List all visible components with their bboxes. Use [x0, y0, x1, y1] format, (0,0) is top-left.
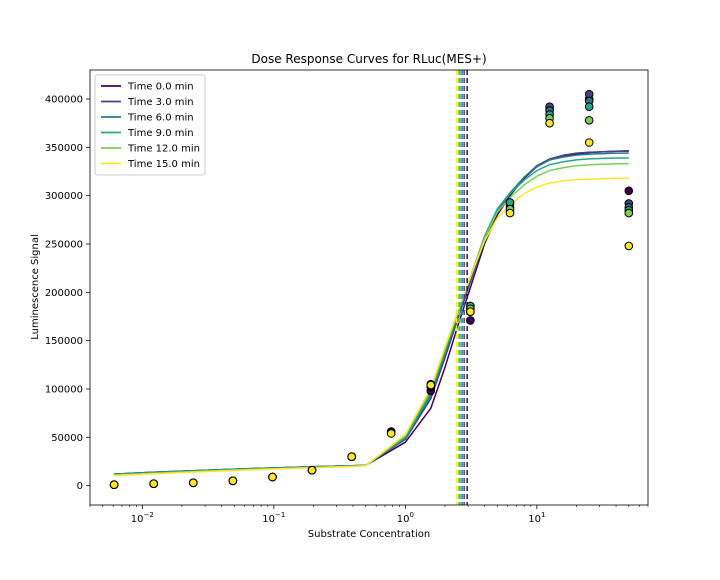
y-axis-label: Luminescence Signal: [30, 234, 41, 340]
data-point: [545, 118, 554, 128]
legend-label: Time 3.0 min: [127, 97, 194, 108]
fit-curve: [114, 177, 629, 477]
legend-box: [94, 74, 206, 176]
data-point: [466, 307, 475, 317]
data-point: [149, 479, 158, 489]
legend-label: Time 9.0 min: [127, 128, 194, 139]
data-point: [228, 476, 238, 486]
data-point: [505, 208, 515, 218]
data-point: [624, 241, 634, 251]
x-tick-label: 10−1: [262, 511, 285, 525]
x-tick-base: 10: [397, 514, 410, 525]
legend-label: Time 0.0 min: [127, 82, 194, 93]
data-point: [584, 138, 594, 147]
x-tick-base: 10: [528, 514, 541, 525]
x-tick-label: 101: [528, 511, 545, 525]
legend-label: Time 15.0 min: [127, 159, 200, 170]
data-point: [584, 116, 594, 125]
data-point: [347, 452, 357, 462]
legend-label: Time 6.0 min: [127, 113, 194, 124]
y-tick-label: 250000: [45, 240, 83, 251]
y-tick-label: 400000: [45, 95, 83, 106]
y-tick-label: 300000: [45, 191, 83, 202]
fit-curve: [114, 157, 629, 476]
data-point: [307, 465, 317, 475]
data-point: [584, 102, 594, 111]
axes-layer: 0 50000 100000 150000 200000 250000 300000 3500…: [45, 95, 649, 525]
x-tick-base: 10: [262, 514, 275, 525]
y-tick-label: 100000: [45, 385, 83, 396]
x-tick-base: 10: [131, 514, 144, 525]
data-point: [426, 380, 436, 390]
plot-frame: [89, 69, 649, 506]
data-point: [624, 208, 634, 218]
x-tick-exponent: 1: [541, 511, 545, 519]
ec50-lines-layer: [455, 70, 468, 505]
fit-curve: [114, 149, 629, 475]
legend: Time 0.0 min Time 3.0 min Time 6.0 min Time…: [94, 74, 206, 176]
x-tick-exponent: −2: [144, 511, 154, 519]
data-points-layer: [109, 89, 634, 490]
fit-curve: [114, 150, 629, 475]
y-tick-label: 150000: [45, 336, 83, 347]
data-point: [624, 186, 634, 196]
y-tick-label: 200000: [45, 288, 83, 299]
x-axis-label: Substrate Concentration: [308, 529, 430, 540]
data-point: [466, 316, 475, 325]
fit-curve: [114, 163, 629, 476]
y-tick-label: 50000: [51, 433, 83, 444]
x-tick-exponent: 0: [409, 511, 413, 519]
chart-title: Dose Response Curves for RLuc(MES+): [251, 52, 486, 66]
data-point: [109, 480, 119, 490]
data-point: [268, 472, 277, 482]
y-tick-label: 350000: [45, 143, 83, 154]
data-point: [386, 429, 396, 438]
x-tick-label: 100: [397, 511, 414, 525]
x-tick-label: 10−2: [131, 511, 154, 525]
fit-curves-layer: [114, 149, 629, 477]
y-tick-label: 0: [77, 481, 83, 492]
data-point: [189, 478, 198, 488]
legend-label: Time 12.0 min: [127, 144, 200, 155]
fit-curve: [114, 152, 629, 475]
x-tick-exponent: −1: [275, 511, 285, 519]
plot-frame-layer: [89, 69, 649, 506]
